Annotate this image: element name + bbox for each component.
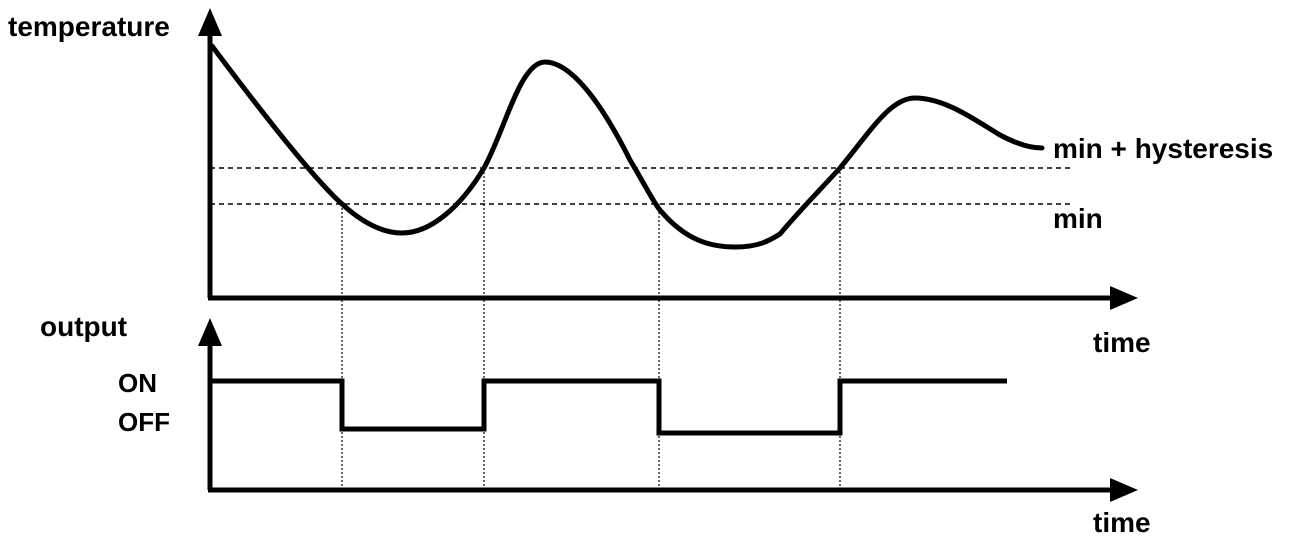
off-state-label: OFF <box>118 407 170 437</box>
output-chart: output ON OFF time <box>40 311 1151 538</box>
temperature-curve <box>209 43 1045 250</box>
temperature-x-axis-arrow-icon <box>1110 286 1138 310</box>
output-signal <box>212 378 1007 436</box>
temperature-axis-label: temperature <box>8 11 170 42</box>
min-label: min <box>1053 203 1103 234</box>
switch-guides <box>341 168 841 490</box>
output-axis-label: output <box>40 311 127 342</box>
temperature-time-label: time <box>1093 327 1151 358</box>
min-plus-hysteresis-label: min + hysteresis <box>1053 133 1273 164</box>
output-time-label: time <box>1093 507 1151 538</box>
temperature-y-axis-arrow-icon <box>198 8 222 36</box>
on-state-label: ON <box>118 368 157 398</box>
temperature-chart: temperature min + hysteresis min time <box>8 8 1273 358</box>
output-y-axis-arrow-icon <box>198 318 222 346</box>
output-x-axis-arrow-icon <box>1110 478 1138 502</box>
